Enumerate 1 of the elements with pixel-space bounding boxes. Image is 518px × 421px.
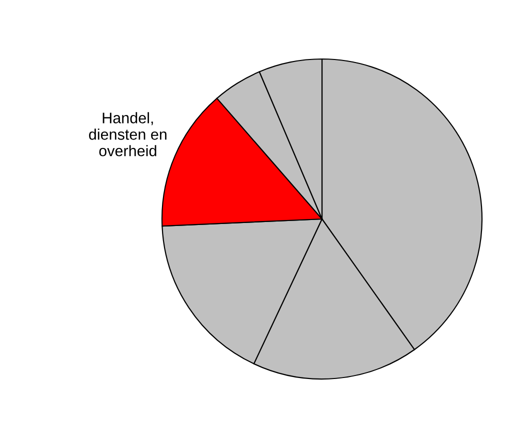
- slice-label: Handel, diensten en overheid: [89, 112, 166, 156]
